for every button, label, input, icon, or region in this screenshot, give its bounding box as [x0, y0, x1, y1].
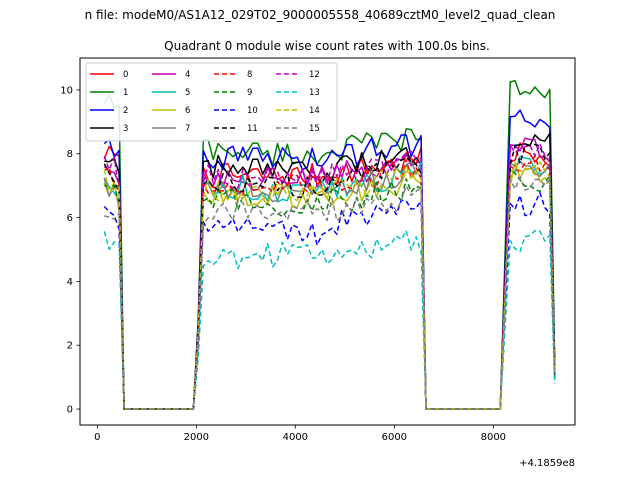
legend-label-12: 12 [309, 70, 320, 80]
legend-label-3: 3 [123, 124, 128, 134]
y-tick-label-0: 0 [67, 405, 73, 416]
legend-label-0: 0 [123, 70, 128, 80]
legend-label-1: 1 [123, 88, 128, 98]
legend-label-2: 2 [123, 106, 128, 116]
legend-label-10: 10 [247, 106, 258, 116]
x-axis: 0 2000 4000 6000 8000 [94, 425, 506, 443]
legend-label-13: 13 [309, 88, 320, 98]
legend-box [85, 62, 338, 142]
legend-label-11: 11 [247, 124, 258, 134]
x-tick-label-8000: 8000 [481, 432, 506, 443]
series-line-10 [103, 191, 556, 410]
legend-label-15: 15 [309, 124, 320, 134]
series-lines [103, 79, 556, 410]
legend-label-7: 7 [185, 124, 190, 134]
x-tick-label-0: 0 [94, 432, 100, 443]
series-line-15 [104, 176, 556, 410]
x-tick-label-4000: 4000 [283, 432, 308, 443]
series-line-13 [103, 229, 556, 410]
y-tick-label-2: 2 [67, 341, 73, 352]
series-line-9 [104, 167, 556, 410]
y-tick-label-6: 6 [67, 213, 73, 224]
chart-title: Quadrant 0 module wise count rates with … [164, 39, 490, 53]
axes-frame [79, 57, 576, 426]
x-tick-label-2000: 2000 [184, 432, 209, 443]
x-tick-label-6000: 6000 [382, 432, 407, 443]
x-offset-label: +4.1859e8 [519, 458, 575, 469]
legend-label-4: 4 [185, 70, 190, 80]
y-tick-label-10: 10 [60, 85, 73, 96]
legend-label-5: 5 [185, 88, 190, 98]
y-tick-label-4: 4 [67, 277, 73, 288]
series-line-11 [103, 143, 556, 410]
legend-label-14: 14 [309, 106, 320, 116]
legend-label-6: 6 [185, 106, 190, 116]
chart-suptitle: n file: modeM0/AS1A12_029T02_9000005558_… [85, 8, 556, 22]
y-tick-label-8: 8 [67, 149, 73, 160]
legend-label-8: 8 [247, 70, 252, 80]
series-line-2 [103, 109, 556, 410]
y-axis: 0 2 4 6 8 10 [60, 85, 80, 416]
series-line-4 [103, 137, 556, 410]
legend-label-9: 9 [247, 88, 252, 98]
